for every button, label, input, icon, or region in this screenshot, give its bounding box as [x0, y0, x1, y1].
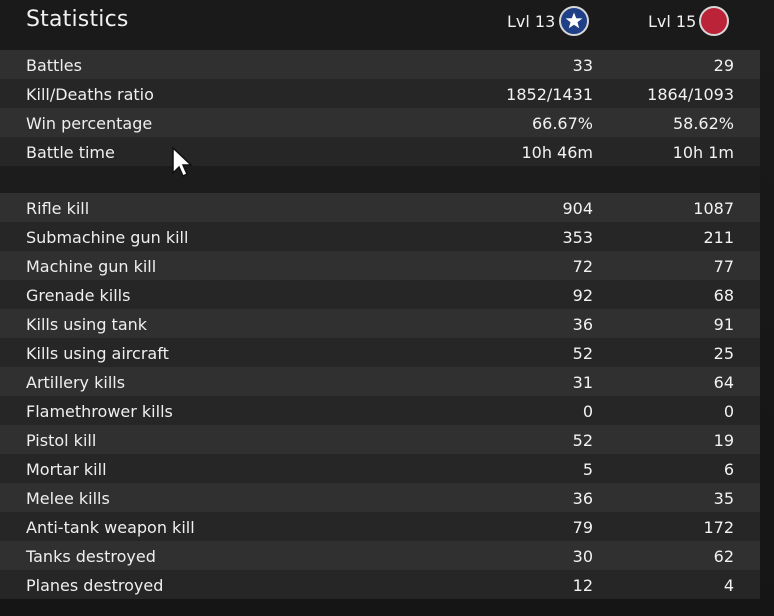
player2-value: 19 — [713, 431, 734, 450]
table-row: Flamethrower kills 0 0 — [0, 396, 760, 425]
row-label: Melee kills — [26, 489, 110, 508]
table-row: Rifle kill 904 1087 — [0, 193, 760, 222]
table-row: Tanks destroyed 30 62 — [0, 541, 760, 570]
player2-value: 211 — [703, 228, 734, 247]
row-label: Pistol kill — [26, 431, 97, 450]
player2-value: 172 — [703, 518, 734, 537]
table-row: Machine gun kill 72 77 — [0, 251, 760, 280]
player2-value: 77 — [713, 257, 734, 276]
player1-value: 10h 46m — [521, 143, 593, 162]
summary-table: Battles 33 29 Kill/Deaths ratio 1852/143… — [0, 50, 760, 166]
player1-level: Lvl 13 — [507, 12, 556, 31]
player2-value: 64 — [713, 373, 734, 392]
details-table: Rifle kill 904 1087 Submachine gun kill … — [0, 193, 760, 599]
row-label: Rifle kill — [26, 199, 90, 218]
row-label: Tanks destroyed — [26, 547, 156, 566]
row-label: Grenade kills — [26, 286, 131, 305]
row-label: Flamethrower kills — [26, 402, 173, 421]
row-label: Kills using tank — [26, 315, 148, 334]
row-label: Kill/Deaths ratio — [26, 85, 154, 104]
row-label: Planes destroyed — [26, 576, 164, 595]
player2-value: 10h 1m — [672, 143, 734, 162]
table-row: Melee kills 36 35 — [0, 483, 760, 512]
player1-value: 66.67% — [531, 114, 593, 133]
mouse-cursor-icon — [172, 146, 193, 178]
row-label: Battles — [26, 56, 82, 75]
section-divider — [0, 166, 760, 193]
table-row: Kills using aircraft 52 25 — [0, 338, 760, 367]
table-row: Anti-tank weapon kill 79 172 — [0, 512, 760, 541]
row-label: Submachine gun kill — [26, 228, 189, 247]
player2-level: Lvl 15 — [648, 12, 697, 31]
player1-value: 5 — [582, 460, 593, 479]
player2-value: 0 — [723, 402, 734, 421]
table-row: Submachine gun kill 353 211 — [0, 222, 760, 251]
player1-value: 1852/1431 — [506, 85, 593, 104]
usa-star-icon — [559, 6, 589, 36]
japan-red-circle-icon — [699, 6, 729, 36]
row-label: Kills using aircraft — [26, 344, 169, 363]
table-row: Battle time 10h 46m 10h 1m — [0, 137, 760, 166]
player1-value: 0 — [582, 402, 593, 421]
row-label: Machine gun kill — [26, 257, 157, 276]
player1-value: 904 — [562, 199, 593, 218]
table-row: Mortar kill 5 6 — [0, 454, 760, 483]
player1-value: 33 — [572, 56, 593, 75]
player2-value: 35 — [713, 489, 734, 508]
table-row: Kills using tank 36 91 — [0, 309, 760, 338]
player2-value: 1864/1093 — [647, 85, 734, 104]
header: Statistics Lvl 13 Lvl 15 — [0, 0, 774, 44]
row-label: Win percentage — [26, 114, 153, 133]
table-row: Pistol kill 52 19 — [0, 425, 760, 454]
player1-value: 92 — [572, 286, 593, 305]
player1-value: 30 — [572, 547, 593, 566]
row-label: Anti-tank weapon kill — [26, 518, 195, 537]
table-row: Planes destroyed 12 4 — [0, 570, 760, 599]
page-title: Statistics — [26, 7, 129, 32]
table-row: Kill/Deaths ratio 1852/1431 1864/1093 — [0, 79, 760, 108]
table-row: Win percentage 66.67% 58.62% — [0, 108, 760, 137]
player1-value: 52 — [572, 344, 593, 363]
row-label: Artillery kills — [26, 373, 126, 392]
player2-value: 6 — [723, 460, 734, 479]
player1-value: 36 — [572, 315, 593, 334]
player1-value: 72 — [572, 257, 593, 276]
player2-value: 1087 — [693, 199, 734, 218]
player2-value: 91 — [713, 315, 734, 334]
player1-value: 353 — [562, 228, 593, 247]
player2-value: 68 — [713, 286, 734, 305]
table-row: Grenade kills 92 68 — [0, 280, 760, 309]
player2-value: 4 — [723, 576, 734, 595]
player1-value: 52 — [572, 431, 593, 450]
player1-value: 12 — [572, 576, 593, 595]
player2-value: 29 — [713, 56, 734, 75]
player2-value: 25 — [713, 344, 734, 363]
row-label: Battle time — [26, 143, 115, 162]
table-row: Artillery kills 31 64 — [0, 367, 760, 396]
player2-value: 58.62% — [672, 114, 734, 133]
row-label: Mortar kill — [26, 460, 107, 479]
table-row: Battles 33 29 — [0, 50, 760, 79]
player1-value: 79 — [572, 518, 593, 537]
player2-value: 62 — [713, 547, 734, 566]
player1-value: 36 — [572, 489, 593, 508]
player1-value: 31 — [572, 373, 593, 392]
